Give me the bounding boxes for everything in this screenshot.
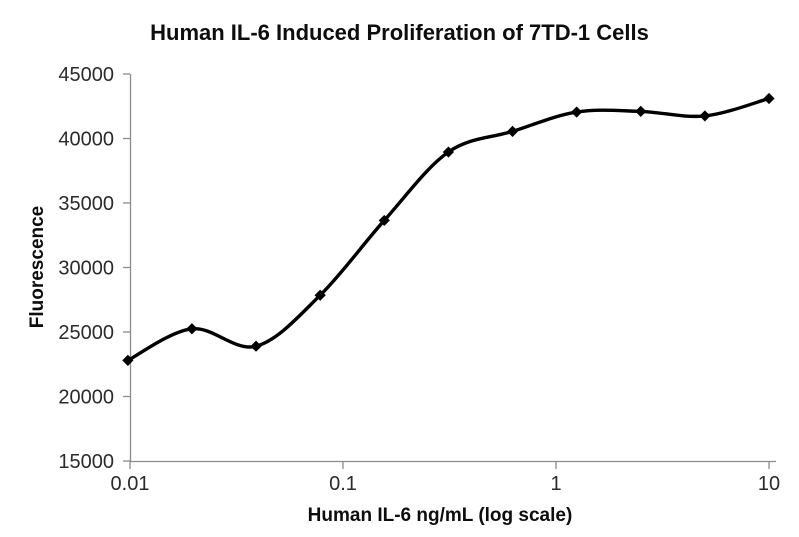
data-point-marker [250, 340, 262, 352]
y-tick-label: 25000 [58, 322, 114, 344]
x-tick-label: 1 [550, 473, 561, 495]
data-point-marker [186, 323, 198, 335]
series-line [126, 96, 771, 363]
data-point-marker [378, 214, 390, 227]
x-tick-label: 0.1 [329, 473, 357, 495]
chart-title: Human IL-6 Induced Proliferation of 7TD-… [150, 20, 649, 45]
data-point-marker [571, 106, 583, 118]
data-point-marker [314, 289, 326, 301]
y-tick-label: 20000 [58, 387, 114, 409]
y-tick-label: 45000 [58, 64, 114, 86]
data-point-marker [699, 110, 711, 122]
data-point-marker [635, 105, 647, 118]
y-tick-label: 15000 [58, 451, 114, 473]
data-point-marker [122, 354, 134, 366]
data-point-marker [442, 146, 455, 158]
y-tick-label: 35000 [58, 193, 114, 215]
y-tick-label: 30000 [58, 258, 114, 280]
data-point-marker [506, 125, 519, 138]
data-point-marker [763, 92, 775, 105]
x-tick-label: 10 [758, 473, 780, 495]
x-tick-label: 0.01 [111, 473, 150, 495]
x-axis-title: Human IL-6 ng/mL (log scale) [307, 505, 573, 526]
y-tick-label: 40000 [58, 129, 114, 151]
